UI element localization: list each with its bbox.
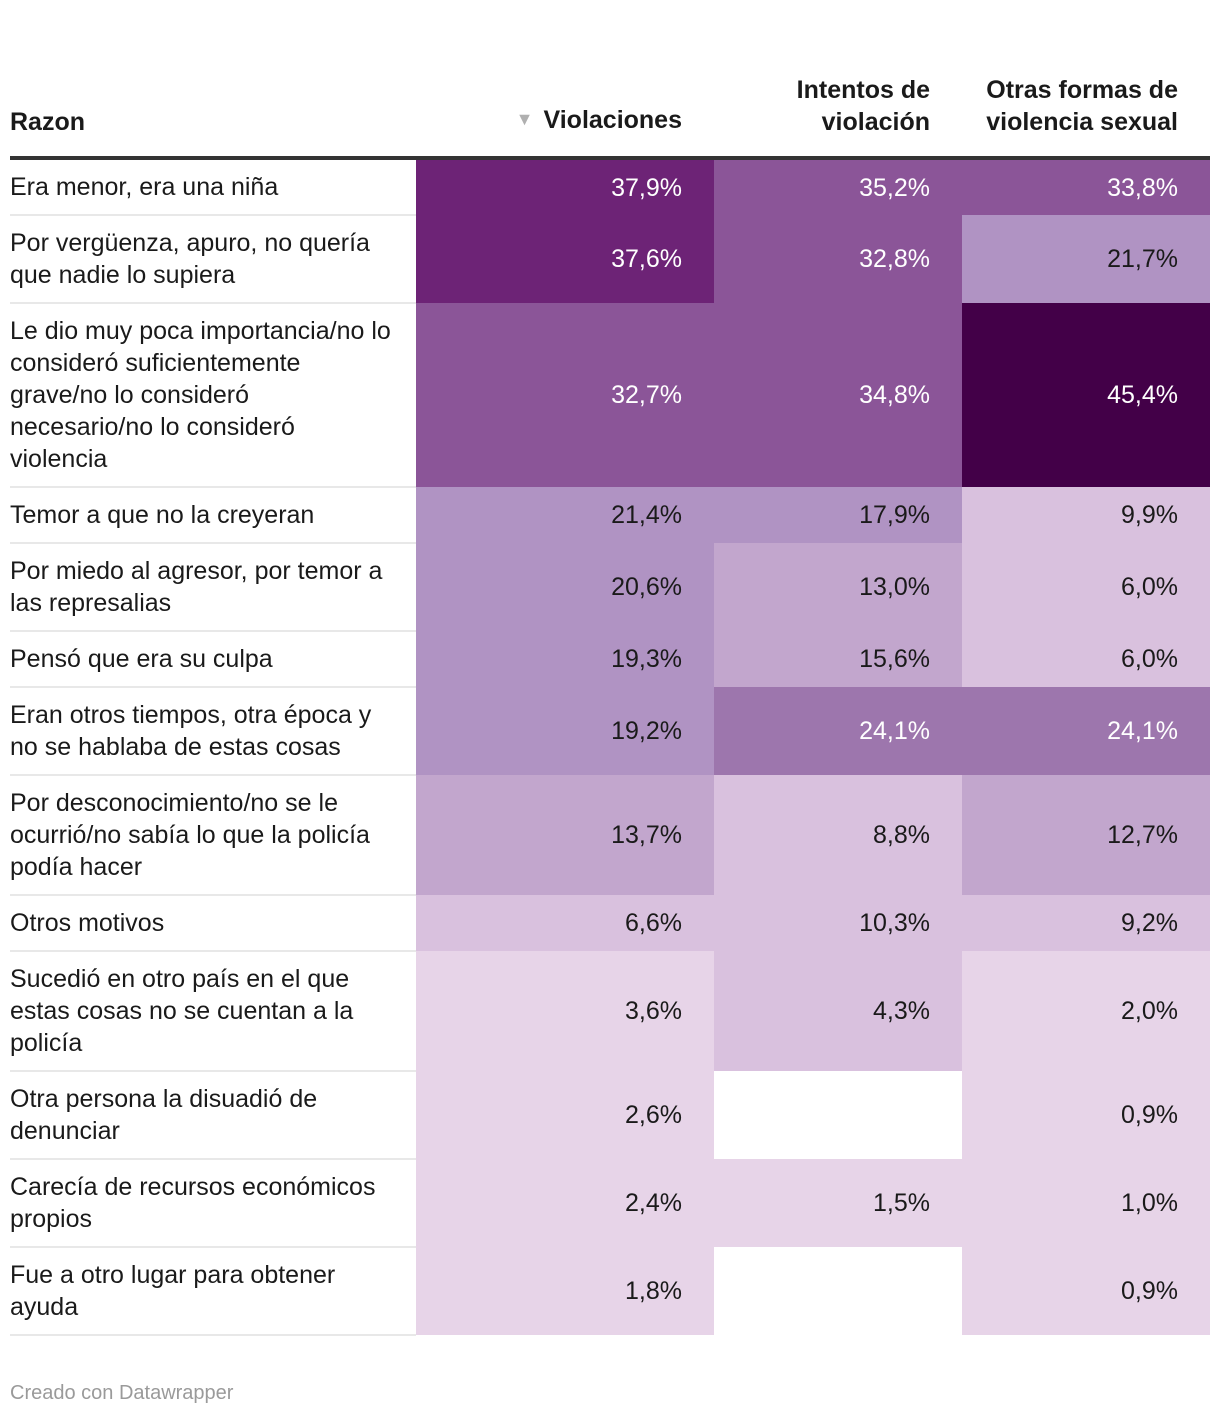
table-row: Era menor, era una niña 37,9% 35,2% 33,8% xyxy=(10,158,1210,216)
row-label: Otros motivos xyxy=(10,895,416,952)
heatmap-table-container: Razon ▼ Violaciones Intentos de violación… xyxy=(10,0,1210,1336)
table-row: Por desconocimiento/no se le ocurrió/no … xyxy=(10,775,1210,896)
row-label: Sucedió en otro país en el que estas cos… xyxy=(10,951,416,1072)
cell-violaciones: 13,7% xyxy=(416,775,714,895)
table-row: Sucedió en otro país en el que estas cos… xyxy=(10,951,1210,1072)
row-label: Era menor, era una niña xyxy=(10,158,416,216)
cell-intentos: 4,3% xyxy=(714,951,962,1071)
sort-descending-icon: ▼ xyxy=(515,109,534,129)
cell-intentos: 13,0% xyxy=(714,543,962,631)
cell-otras-formas: 6,0% xyxy=(962,631,1210,687)
row-label: Le dio muy poca importancia/no lo consid… xyxy=(10,303,416,488)
row-label: Temor a que no la creyeran xyxy=(10,487,416,544)
cell-intentos: 24,1% xyxy=(714,687,962,775)
cell-otras-formas: 45,4% xyxy=(962,303,1210,487)
cell-intentos: 1,5% xyxy=(714,1159,962,1247)
cell-violaciones: 32,7% xyxy=(416,303,714,487)
row-label: Por vergüenza, apuro, no quería que nadi… xyxy=(10,215,416,304)
cell-intentos: 17,9% xyxy=(714,487,962,543)
cell-intentos: 10,3% xyxy=(714,895,962,951)
column-header-intentos[interactable]: Intentos de violación xyxy=(714,0,962,160)
table-row: Eran otros tiempos, otra época y no se h… xyxy=(10,687,1210,776)
cell-otras-formas: 1,0% xyxy=(962,1159,1210,1247)
cell-violaciones: 2,6% xyxy=(416,1071,714,1159)
table-row: Temor a que no la creyeran 21,4% 17,9% 9,9% xyxy=(10,487,1210,544)
cell-otras-formas: 9,2% xyxy=(962,895,1210,951)
cell-otras-formas: 12,7% xyxy=(962,775,1210,895)
table-row: Otros motivos 6,6% 10,3% 9,2% xyxy=(10,895,1210,952)
row-label: Por desconocimiento/no se le ocurrió/no … xyxy=(10,775,416,896)
heatmap-table: Razon ▼ Violaciones Intentos de violación… xyxy=(10,0,1210,1336)
row-label: Eran otros tiempos, otra época y no se h… xyxy=(10,687,416,776)
cell-intentos: 32,8% xyxy=(714,215,962,303)
row-label: Carecía de recursos económicos propios xyxy=(10,1159,416,1248)
cell-violaciones: 19,2% xyxy=(416,687,714,775)
table-header: Razon ▼ Violaciones Intentos de violación… xyxy=(10,0,1210,160)
cell-violaciones: 21,4% xyxy=(416,487,714,543)
row-label: Fue a otro lugar para obtener ayuda xyxy=(10,1247,416,1336)
cell-violaciones: 19,3% xyxy=(416,631,714,687)
column-header-label: Otras formas de violencia sexual xyxy=(986,76,1178,136)
cell-otras-formas: 2,0% xyxy=(962,951,1210,1071)
table-row: Por vergüenza, apuro, no quería que nadi… xyxy=(10,215,1210,304)
column-header-violaciones[interactable]: ▼ Violaciones xyxy=(416,0,714,160)
cell-otras-formas: 9,9% xyxy=(962,487,1210,543)
cell-violaciones: 6,6% xyxy=(416,895,714,951)
row-label: Otra persona la disuadió de denunciar xyxy=(10,1071,416,1160)
column-header-otras-formas[interactable]: Otras formas de violencia sexual xyxy=(962,0,1210,160)
cell-intentos: 8,8% xyxy=(714,775,962,895)
table-row: Pensó que era su culpa 19,3% 15,6% 6,0% xyxy=(10,631,1210,688)
cell-violaciones: 2,4% xyxy=(416,1159,714,1247)
cell-otras-formas: 24,1% xyxy=(962,687,1210,775)
table-row: Otra persona la disuadió de denunciar 2,6… xyxy=(10,1071,1210,1160)
column-header-label: Razon xyxy=(10,108,85,136)
table-row: Fue a otro lugar para obtener ayuda 1,8% 0… xyxy=(10,1247,1210,1336)
cell-intentos: 34,8% xyxy=(714,303,962,487)
cell-otras-formas: 21,7% xyxy=(962,215,1210,303)
cell-intentos xyxy=(714,1071,962,1159)
cell-otras-formas: 0,9% xyxy=(962,1071,1210,1159)
column-header-razon[interactable]: Razon xyxy=(10,0,416,160)
cell-violaciones: 3,6% xyxy=(416,951,714,1071)
table-row: Carecía de recursos económicos propios 2,… xyxy=(10,1159,1210,1248)
cell-violaciones: 20,6% xyxy=(416,543,714,631)
row-label: Pensó que era su culpa xyxy=(10,631,416,688)
cell-intentos xyxy=(714,1247,962,1335)
cell-violaciones: 37,6% xyxy=(416,215,714,303)
cell-violaciones: 1,8% xyxy=(416,1247,714,1335)
row-label: Por miedo al agresor, por temor a las re… xyxy=(10,543,416,632)
cell-otras-formas: 6,0% xyxy=(962,543,1210,631)
table-row: Le dio muy poca importancia/no lo consid… xyxy=(10,303,1210,488)
cell-intentos: 35,2% xyxy=(714,158,962,215)
header-row: Razon ▼ Violaciones Intentos de violación… xyxy=(10,0,1210,160)
cell-violaciones: 37,9% xyxy=(416,158,714,215)
cell-otras-formas: 33,8% xyxy=(962,158,1210,215)
column-header-label: Intentos de violación xyxy=(796,76,930,136)
cell-otras-formas: 0,9% xyxy=(962,1247,1210,1335)
cell-intentos: 15,6% xyxy=(714,631,962,687)
table-body: Era menor, era una niña 37,9% 35,2% 33,8% Po… xyxy=(10,158,1210,1336)
footer-credit[interactable]: Creado con Datawrapper xyxy=(10,1382,234,1404)
column-header-label: Violaciones xyxy=(543,106,683,134)
table-row: Por miedo al agresor, por temor a las re… xyxy=(10,543,1210,632)
